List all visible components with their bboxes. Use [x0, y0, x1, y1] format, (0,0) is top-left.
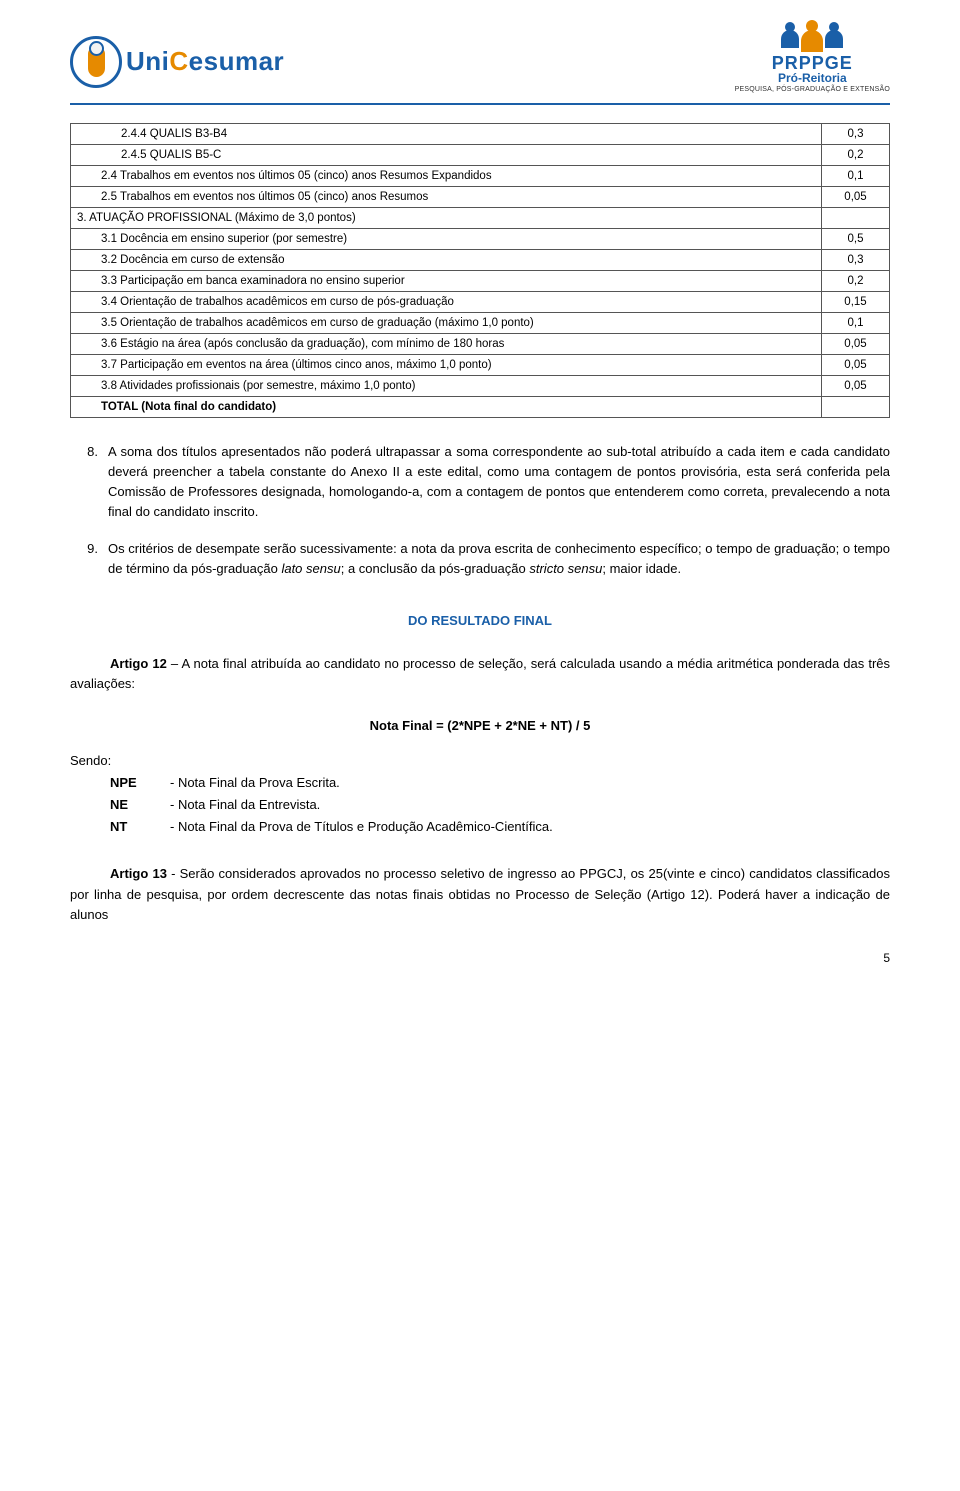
criteria-label: TOTAL (Nota final do candidato) [71, 397, 822, 418]
definition-key: NPE [70, 772, 170, 794]
item-number: 9. [70, 539, 108, 579]
page-number: 5 [883, 951, 890, 965]
item-text: A soma dos títulos apresentados não pode… [108, 442, 890, 523]
people-icon [735, 30, 890, 52]
article-13: Artigo 13 - Serão considerados aprovados… [70, 864, 890, 924]
unicesumar-icon [70, 36, 122, 88]
table-row: 3.6 Estágio na área (após conclusão da g… [71, 334, 890, 355]
article-lead: Artigo 13 [110, 866, 167, 881]
criteria-label: 3.2 Docência em curso de extensão [71, 250, 822, 271]
definition-desc: - Nota Final da Prova de Títulos e Produ… [170, 816, 890, 838]
text-span: ; maior idade. [602, 561, 681, 576]
brand-suffix: esumar [189, 46, 285, 76]
body-text: 8. A soma dos títulos apresentados não p… [70, 442, 890, 579]
criteria-label: 2.4.5 QUALIS B5-C [71, 145, 822, 166]
definition-desc: - Nota Final da Entrevista. [170, 794, 890, 816]
criteria-value: 0,05 [822, 376, 890, 397]
article-text: – A nota final atribuída ao candidato no… [70, 656, 890, 691]
criteria-label: 3.4 Orientação de trabalhos acadêmicos e… [71, 292, 822, 313]
formula: Nota Final = (2*NPE + 2*NE + NT) / 5 [70, 718, 890, 733]
table-row: 3.8 Atividades profissionais (por semest… [71, 376, 890, 397]
brand-name: UniCesumar [126, 46, 284, 77]
logo-left: UniCesumar [70, 36, 284, 88]
section-title: DO RESULTADO FINAL [70, 613, 890, 628]
item-text: Os critérios de desempate serão sucessiv… [108, 539, 890, 579]
prppge-title: PRPPGE [735, 54, 890, 72]
criteria-value [822, 397, 890, 418]
text-span: ; a conclusão da pós-graduação [341, 561, 530, 576]
article-lead: Artigo 12 [110, 656, 167, 671]
prppge-sub: Pró-Reitoria [735, 72, 890, 84]
criteria-label: 3.6 Estágio na área (após conclusão da g… [71, 334, 822, 355]
brand-mid: C [169, 46, 188, 76]
page-header: UniCesumar PRPPGE Pró-Reitoria PESQUISA,… [70, 30, 890, 105]
definition-row: NT- Nota Final da Prova de Títulos e Pro… [70, 816, 890, 838]
table-row: 3.4 Orientação de trabalhos acadêmicos e… [71, 292, 890, 313]
criteria-label: 3.7 Participação em eventos na área (últ… [71, 355, 822, 376]
sendo-label: Sendo: [70, 753, 890, 768]
criteria-value: 0,2 [822, 271, 890, 292]
table-row: 2.4.5 QUALIS B5-C0,2 [71, 145, 890, 166]
table-row: 3.2 Docência em curso de extensão0,3 [71, 250, 890, 271]
criteria-value: 0,15 [822, 292, 890, 313]
table-row: 3.5 Orientação de trabalhos acadêmicos e… [71, 313, 890, 334]
table-row: 2.4 Trabalhos em eventos nos últimos 05 … [71, 166, 890, 187]
criteria-value: 0,3 [822, 124, 890, 145]
criteria-label: 2.4.4 QUALIS B3-B4 [71, 124, 822, 145]
criteria-value: 0,05 [822, 355, 890, 376]
criteria-value [822, 208, 890, 229]
criteria-label: 2.5 Trabalhos em eventos nos últimos 05 … [71, 187, 822, 208]
list-item-9: 9. Os critérios de desempate serão suces… [70, 539, 890, 579]
table-row: 3.1 Docência em ensino superior (por sem… [71, 229, 890, 250]
criteria-tbody: 2.4.4 QUALIS B3-B40,32.4.5 QUALIS B5-C0,… [71, 124, 890, 418]
definition-key: NE [70, 794, 170, 816]
italic-span: stricto sensu [529, 561, 602, 576]
criteria-value: 0,1 [822, 166, 890, 187]
prppge-tag: PESQUISA, PÓS-GRADUAÇÃO E EXTENSÃO [735, 86, 890, 93]
criteria-value: 0,1 [822, 313, 890, 334]
brand-prefix: Uni [126, 46, 169, 76]
table-row: TOTAL (Nota final do candidato) [71, 397, 890, 418]
table-row: 3.7 Participação em eventos na área (últ… [71, 355, 890, 376]
criteria-label: 3. ATUAÇÃO PROFISSIONAL (Máximo de 3,0 p… [71, 208, 822, 229]
criteria-value: 0,2 [822, 145, 890, 166]
article-text: - Serão considerados aprovados no proces… [70, 866, 890, 921]
criteria-table: 2.4.4 QUALIS B3-B40,32.4.5 QUALIS B5-C0,… [70, 123, 890, 418]
list-item-8: 8. A soma dos títulos apresentados não p… [70, 442, 890, 523]
criteria-label: 3.5 Orientação de trabalhos acadêmicos e… [71, 313, 822, 334]
logo-right: PRPPGE Pró-Reitoria PESQUISA, PÓS-GRADUA… [735, 30, 890, 93]
criteria-value: 0,5 [822, 229, 890, 250]
criteria-value: 0,3 [822, 250, 890, 271]
definition-row: NE- Nota Final da Entrevista. [70, 794, 890, 816]
criteria-label: 2.4 Trabalhos em eventos nos últimos 05 … [71, 166, 822, 187]
criteria-label: 3.1 Docência em ensino superior (por sem… [71, 229, 822, 250]
criteria-value: 0,05 [822, 334, 890, 355]
table-row: 3.3 Participação em banca examinadora no… [71, 271, 890, 292]
criteria-value: 0,05 [822, 187, 890, 208]
article-12: Artigo 12 – A nota final atribuída ao ca… [70, 654, 890, 694]
criteria-label: 3.8 Atividades profissionais (por semest… [71, 376, 822, 397]
table-row: 2.4.4 QUALIS B3-B40,3 [71, 124, 890, 145]
table-row: 3. ATUAÇÃO PROFISSIONAL (Máximo de 3,0 p… [71, 208, 890, 229]
page-container: UniCesumar PRPPGE Pró-Reitoria PESQUISA,… [0, 0, 960, 983]
definition-key: NT [70, 816, 170, 838]
criteria-label: 3.3 Participação em banca examinadora no… [71, 271, 822, 292]
item-number: 8. [70, 442, 108, 523]
italic-span: lato sensu [281, 561, 340, 576]
definitions: NPE- Nota Final da Prova Escrita.NE- Not… [70, 772, 890, 838]
table-row: 2.5 Trabalhos em eventos nos últimos 05 … [71, 187, 890, 208]
definition-desc: - Nota Final da Prova Escrita. [170, 772, 890, 794]
definition-row: NPE- Nota Final da Prova Escrita. [70, 772, 890, 794]
